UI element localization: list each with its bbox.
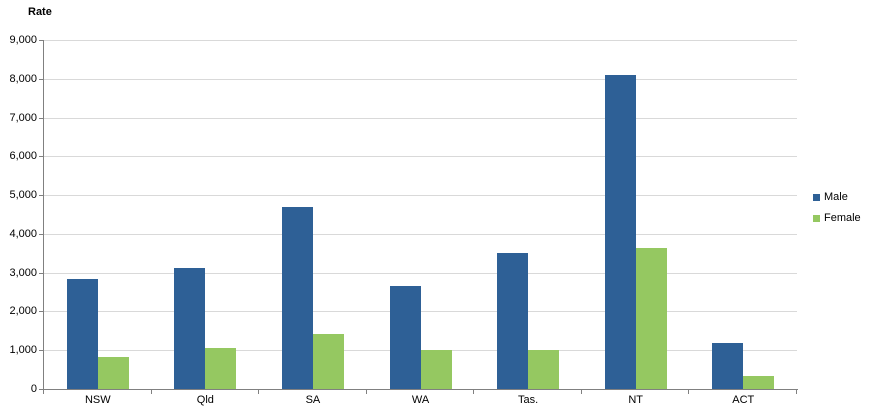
x-tick-mark-0 [43, 390, 44, 394]
legend-item-male: Male [813, 191, 861, 203]
x-tick-mark-7 [796, 390, 797, 394]
x-tick-mark-2 [258, 390, 260, 394]
bar-female-wa [420, 350, 452, 389]
y-tick-mark-8000 [39, 78, 43, 80]
bar-group-nt [582, 40, 690, 389]
gridline-8000 [44, 78, 797, 80]
bar-group-act [689, 40, 797, 389]
bar-group-wa [367, 40, 475, 389]
y-tick-mark-6000 [39, 156, 43, 158]
gridline-9000 [44, 40, 797, 41]
bar-female-qld [205, 348, 237, 389]
y-tick-label-0: 0 [30, 383, 37, 395]
x-axis-labels: NSW Qld SA WA Tas. NT ACT [44, 394, 797, 406]
bar-male-wa [389, 285, 421, 389]
bar-male-nsw [66, 278, 98, 389]
bar-male-sa [281, 206, 313, 389]
bars [44, 40, 797, 389]
y-tick-label-7000: 7,000 [9, 111, 37, 124]
gridline-4000 [44, 233, 797, 235]
x-tick-mark-5 [580, 390, 582, 394]
y-tick-mark-0 [39, 389, 43, 390]
y-tick-mark-3000 [39, 272, 43, 274]
bar-group-nsw [44, 40, 152, 389]
bar-group-sa [259, 40, 367, 389]
female-legend-label: Female [824, 212, 861, 224]
male-legend-label: Male [824, 191, 848, 203]
x-tick-mark-1 [150, 390, 152, 394]
x-label-nt: NT [628, 394, 644, 406]
y-tick-mark-2000 [39, 311, 43, 313]
male-series-swatch-icon [813, 193, 820, 201]
x-label-wa: WA [411, 394, 430, 406]
x-label-tas: Tas. [518, 394, 539, 406]
x-label-nsw: NSW [84, 394, 111, 406]
x-label-sa: SA [305, 394, 321, 406]
y-tick-label-9000: 9,000 [9, 34, 37, 46]
y-tick-mark-5000 [39, 195, 43, 197]
x-tick-mark-6 [688, 390, 690, 394]
y-tick-label-8000: 8,000 [9, 72, 37, 85]
bar-female-tas [528, 349, 560, 389]
x-axis-line [43, 389, 798, 390]
bar-female-sa [312, 333, 344, 389]
y-tick-mark-1000 [39, 350, 43, 352]
bar-female-nt [635, 247, 667, 389]
x-label-act: ACT [732, 394, 755, 406]
y-tick-label-6000: 6,000 [9, 150, 37, 163]
y-tick-label-5000: 5,000 [9, 189, 37, 202]
gridline-7000 [44, 117, 797, 119]
bar-female-act [743, 376, 775, 389]
bar-male-nt [604, 74, 636, 389]
x-tick-mark-3 [365, 390, 367, 394]
y-tick-label-2000: 2,000 [9, 305, 37, 318]
x-tick-mark-4 [473, 390, 475, 394]
bar-male-act [712, 342, 744, 389]
y-tick-mark-9000 [39, 40, 43, 41]
bar-group-tas [474, 40, 582, 389]
female-series-swatch-icon [813, 214, 820, 222]
y-tick-mark-7000 [39, 117, 43, 119]
y-tick-label-1000: 1,000 [9, 344, 37, 357]
gridline-5000 [44, 195, 797, 197]
bar-female-nsw [97, 357, 129, 389]
y-axis-line [43, 40, 44, 390]
legend-item-female: Female [813, 212, 861, 224]
bar-male-tas [497, 252, 529, 389]
bar-group-qld [152, 40, 260, 389]
gridline-6000 [44, 156, 797, 158]
plot-area [44, 40, 797, 389]
bar-male-qld [174, 267, 206, 389]
y-tick-label-3000: 3,000 [9, 266, 37, 279]
y-tick-label-4000: 4,000 [9, 227, 37, 240]
x-label-qld: Qld [196, 394, 214, 406]
gridline-3000 [44, 272, 797, 274]
y-tick-mark-4000 [39, 233, 43, 235]
chart-title: Rate [28, 6, 52, 18]
legend: Male Female [813, 191, 861, 233]
